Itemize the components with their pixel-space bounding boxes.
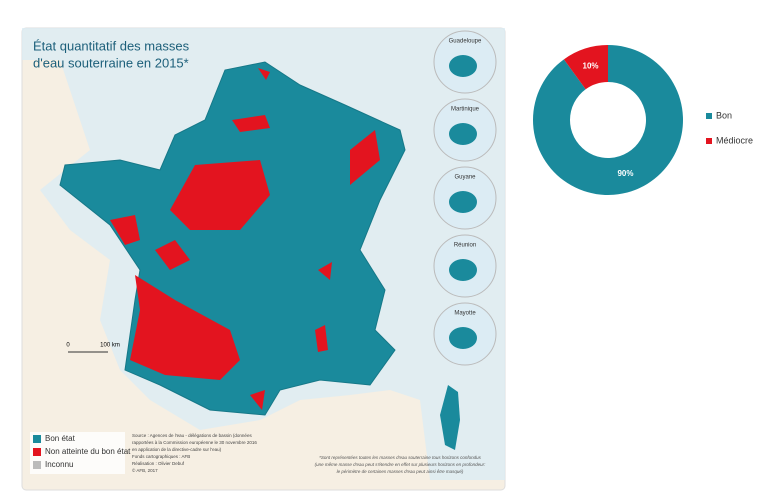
source-line: Réalisation : Olivier Debuf: [132, 461, 185, 466]
legend-box: [30, 432, 125, 474]
legend-swatch: [706, 138, 712, 144]
inset-island: [449, 259, 477, 281]
scale-label: 100 km: [100, 343, 120, 349]
source-line: Fonds cartographiques : AFB: [132, 454, 190, 459]
legend-label: Non atteinte du bon état: [45, 447, 131, 456]
donut-slice: [533, 45, 683, 195]
footnote: *Sont représentées toutes les masses d'e…: [315, 455, 487, 474]
source-line: rapportées à la Commission européenne le…: [132, 440, 257, 445]
legend-swatch: [33, 461, 41, 469]
scale-label: 0: [66, 343, 70, 349]
inset-label: Réunion: [454, 243, 476, 249]
source-line: © AFB, 2017: [132, 467, 158, 473]
source: Source : Agences de l'eau - délégations …: [132, 433, 257, 473]
corsica: [440, 385, 460, 450]
donut-slice: [563, 45, 608, 90]
inset-label: Martinique: [451, 107, 480, 113]
legend-swatch: [33, 435, 41, 443]
insets: Guadeloupe Martinique Guyane Réunion Mayotte: [433, 30, 497, 366]
red-areas: [110, 68, 380, 410]
footnote-line: le périmètre de certaines masses d'eau p…: [337, 469, 464, 474]
inset-island: [449, 123, 477, 145]
legend-label: Inconnu: [45, 460, 73, 469]
legend-label: Bon: [716, 110, 732, 120]
footnote-line: *Sont représentées toutes les masses d'e…: [319, 455, 481, 460]
inset-island: [449, 191, 477, 213]
legend-label: Bon état: [45, 434, 76, 443]
map-panel: État quantitatif des masses d'eau souter…: [21, 27, 506, 491]
value-label: 10%: [583, 61, 599, 70]
legend-label: Médiocre: [716, 135, 753, 145]
source-line: en application de la directive-cadre sur…: [132, 447, 222, 452]
map-legend: Bon état Non atteinte du bon état Inconnu: [33, 434, 131, 469]
inset-label: Guadeloupe: [449, 39, 482, 45]
legend-swatch: [706, 113, 712, 119]
inset-island: [449, 55, 477, 77]
inset-label: Mayotte: [454, 311, 476, 317]
footnote-line: (une même masse d'eau peut s'étendre en …: [315, 462, 487, 467]
map-title: d'eau souterraine en 2015*: [33, 55, 189, 70]
legend-swatch: [33, 448, 41, 456]
value-label: 90%: [617, 169, 633, 178]
inset-island: [449, 327, 477, 349]
source-line: Source : Agences de l'eau - délégations …: [132, 433, 252, 438]
donut-chart: 90% Bon 10% Médiocre: [533, 45, 753, 195]
map-title: État quantitatif des masses: [33, 38, 190, 53]
inset-label: Guyane: [454, 175, 476, 181]
